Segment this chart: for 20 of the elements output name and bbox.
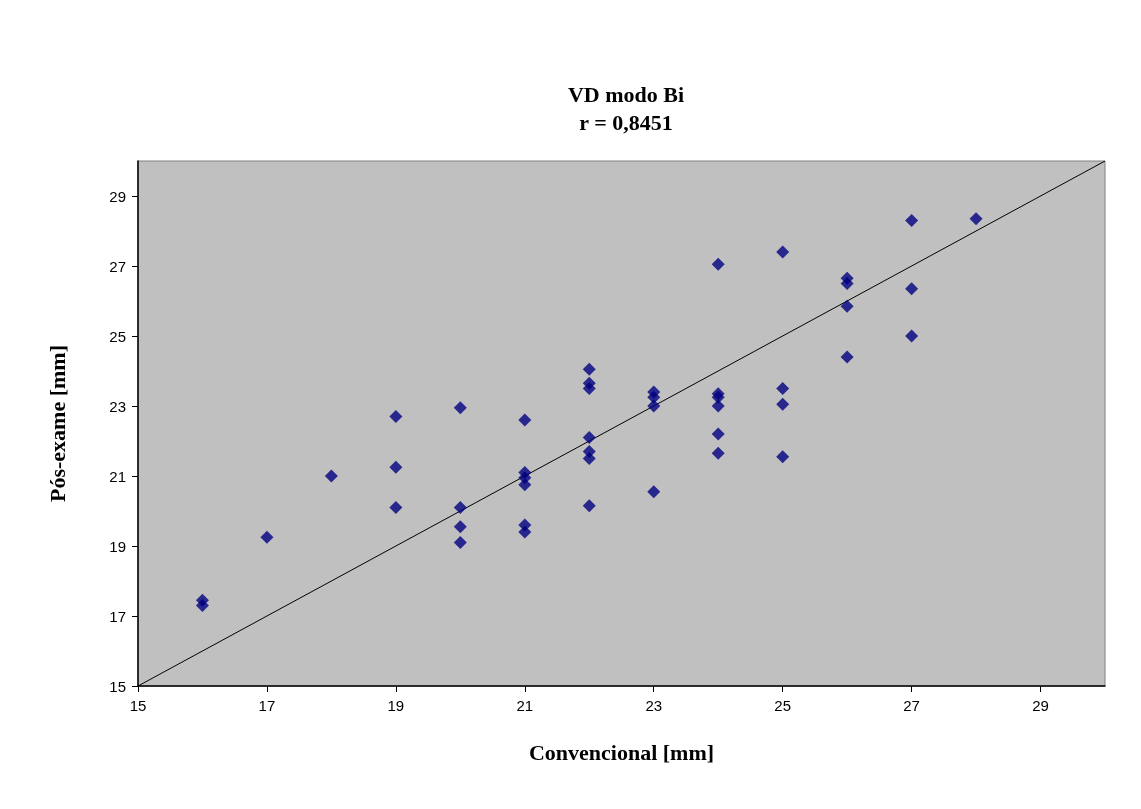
x-tick-label: 23 [645,697,663,714]
y-tick-label: 29 [109,187,126,205]
y-tick-label: 27 [109,257,126,275]
y-tick-label: 25 [109,327,126,345]
y-tick-label: 21 [109,467,126,485]
y-tick-label: 15 [109,677,126,695]
x-tick-label: 27 [903,697,920,714]
y-tick-label: 23 [109,397,126,415]
chart-title: VD modo Bi [567,81,685,107]
x-axis-title: Convencional [mm] [528,739,715,765]
y-axis-title: Pós-exame [mm] [44,345,70,502]
x-tick-label: 19 [387,697,405,714]
y-tick-label: 19 [109,537,126,555]
x-tick-label: 25 [774,697,792,714]
x-tick-label: 29 [1032,697,1049,714]
chart-subtitle: r = 0,8451 [579,109,673,135]
x-tick-label: 17 [258,697,276,714]
x-tick-label: 21 [516,697,534,714]
y-tick-label: 17 [109,607,126,625]
x-tick-label: 15 [129,697,147,714]
